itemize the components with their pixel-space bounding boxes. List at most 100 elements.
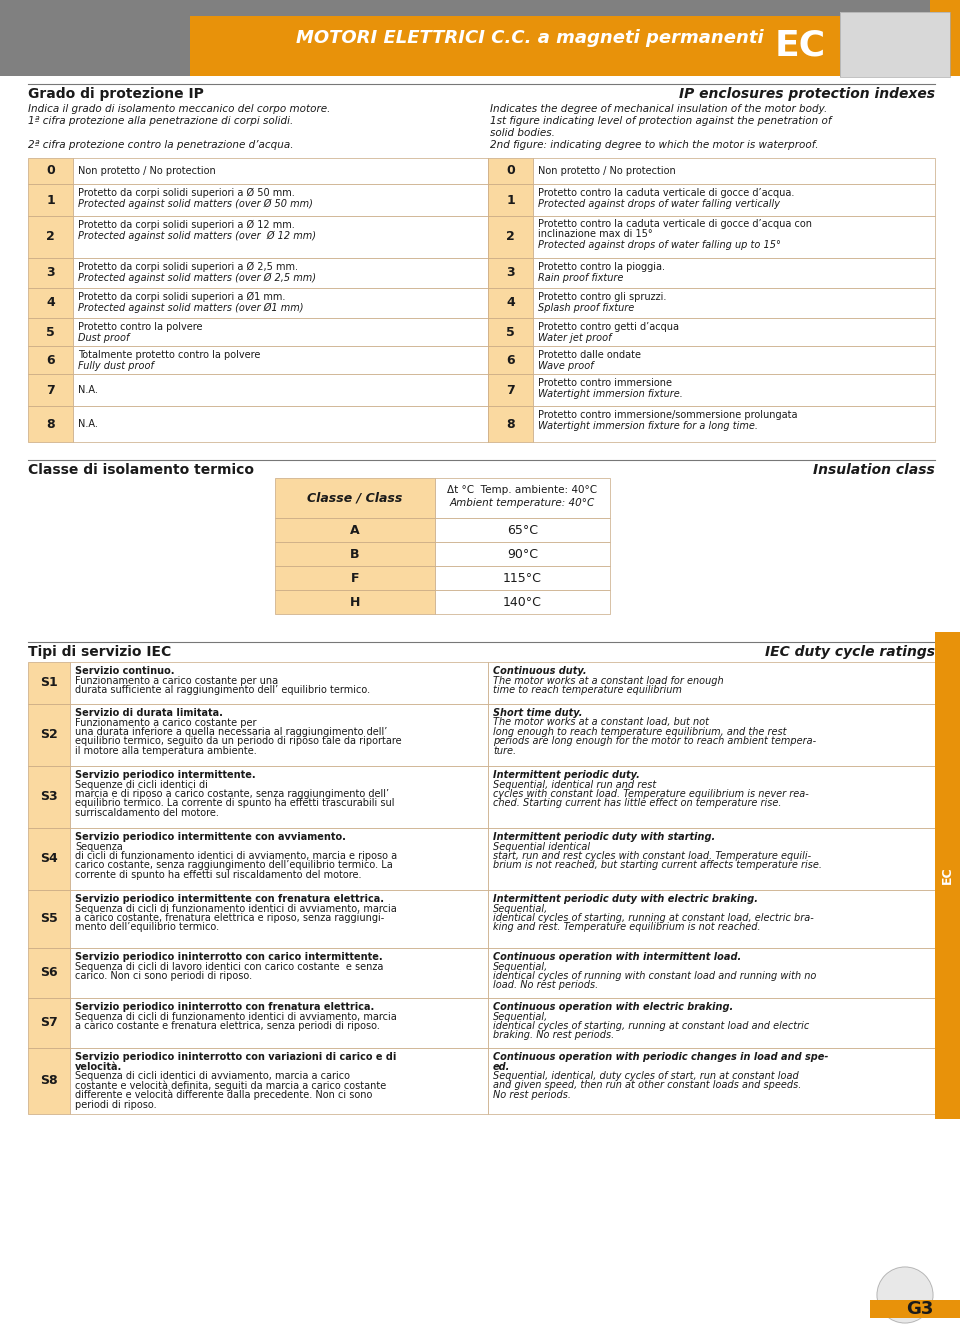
Bar bbox=[488, 662, 935, 704]
Text: Watertight immersion fixture for a long time.: Watertight immersion fixture for a long … bbox=[538, 421, 758, 431]
Bar bbox=[0, 16, 960, 76]
Text: Protetto contro la caduta verticale di gocce d’acqua con: Protetto contro la caduta verticale di g… bbox=[538, 219, 812, 229]
Text: a carico costante e frenatura elettrica, senza periodi di riposo.: a carico costante e frenatura elettrica,… bbox=[75, 1022, 380, 1031]
Text: Servizio di durata limitata.: Servizio di durata limitata. bbox=[75, 708, 223, 718]
Text: S1: S1 bbox=[40, 677, 58, 689]
Text: 2nd figure: indicating degree to which the motor is waterproof.: 2nd figure: indicating degree to which t… bbox=[490, 140, 819, 150]
Text: 1ª cifra protezione alla penetrazione di corpi solidi.: 1ª cifra protezione alla penetrazione di… bbox=[28, 117, 293, 126]
Text: 1: 1 bbox=[506, 193, 515, 207]
Text: and given speed, then run at other constant loads and speeds.: and given speed, then run at other const… bbox=[493, 1080, 802, 1090]
Bar bbox=[488, 158, 533, 184]
Bar bbox=[73, 405, 488, 443]
Text: 2: 2 bbox=[46, 231, 55, 244]
Bar bbox=[935, 632, 960, 1120]
Text: Sequenza di cicli di funzionamento identici di avviamento, marcia: Sequenza di cicli di funzionamento ident… bbox=[75, 904, 396, 913]
Text: differente e velocità differente dalla precedente. Non ci sono: differente e velocità differente dalla p… bbox=[75, 1090, 372, 1101]
Text: identical cycles of running with constant load and running with no: identical cycles of running with constan… bbox=[493, 971, 816, 980]
Text: Splash proof fixture: Splash proof fixture bbox=[538, 303, 635, 313]
Bar bbox=[70, 1048, 488, 1114]
Text: Sequential, identical, duty cycles of start, run at constant load: Sequential, identical, duty cycles of st… bbox=[493, 1071, 799, 1081]
Text: Sequenza di cicli di lavoro identici con carico costante  e senza: Sequenza di cicli di lavoro identici con… bbox=[75, 962, 383, 971]
Text: 8: 8 bbox=[506, 417, 515, 431]
Bar bbox=[70, 662, 488, 704]
Bar bbox=[435, 566, 610, 590]
Text: identical cycles of starting, running at constant load, electric bra-: identical cycles of starting, running at… bbox=[493, 913, 814, 924]
Text: Short time duty.: Short time duty. bbox=[493, 708, 583, 718]
Bar bbox=[70, 828, 488, 890]
Text: Water jet proof: Water jet proof bbox=[538, 333, 612, 343]
Text: Protected against drops of water falling vertically: Protected against drops of water falling… bbox=[538, 199, 780, 209]
Text: Classe / Class: Classe / Class bbox=[307, 492, 402, 505]
Bar bbox=[435, 518, 610, 542]
Text: Continuous operation with intermittent load.: Continuous operation with intermittent l… bbox=[493, 951, 741, 962]
Text: G3: G3 bbox=[906, 1300, 934, 1318]
Text: Δt °C  Temp. ambiente: 40°C: Δt °C Temp. ambiente: 40°C bbox=[447, 485, 597, 496]
Text: 2ª cifra protezione contro la penetrazione d’acqua.: 2ª cifra protezione contro la penetrazio… bbox=[28, 140, 294, 150]
Text: N.A.: N.A. bbox=[78, 419, 98, 429]
Bar bbox=[28, 184, 73, 216]
Text: 7: 7 bbox=[46, 383, 55, 396]
Text: long enough to reach temperature equilibrium, and the rest: long enough to reach temperature equilib… bbox=[493, 727, 786, 737]
Bar bbox=[70, 947, 488, 998]
Bar bbox=[533, 318, 935, 346]
Bar bbox=[73, 158, 488, 184]
Bar bbox=[533, 258, 935, 288]
Text: Insulation class: Insulation class bbox=[813, 462, 935, 477]
Text: Intermittent periodic duty.: Intermittent periodic duty. bbox=[493, 770, 640, 780]
Text: Indica il grado di isolamento meccanico del corpo motore.: Indica il grado di isolamento meccanico … bbox=[28, 103, 330, 114]
Text: Classe di isolamento termico: Classe di isolamento termico bbox=[28, 462, 254, 477]
Bar bbox=[70, 998, 488, 1048]
Text: Protetto contro gli spruzzi.: Protetto contro gli spruzzi. bbox=[538, 292, 666, 302]
Text: Protected against solid matters (over Ø 50 mm): Protected against solid matters (over Ø … bbox=[78, 199, 313, 209]
Text: Continuous duty.: Continuous duty. bbox=[493, 666, 587, 676]
Text: Protetto contro la polvere: Protetto contro la polvere bbox=[78, 322, 203, 333]
Text: equilibrio termico. La corrente di spunto ha effetti trascurabili sul: equilibrio termico. La corrente di spunt… bbox=[75, 799, 395, 808]
Bar bbox=[533, 346, 935, 374]
Text: Protetto dalle ondate: Protetto dalle ondate bbox=[538, 350, 641, 360]
Text: Protetto contro immersione: Protetto contro immersione bbox=[538, 378, 672, 388]
Text: No rest periods.: No rest periods. bbox=[493, 1090, 571, 1100]
Text: ture.: ture. bbox=[493, 746, 516, 757]
Text: 1st figure indicating level of protection against the penetration of: 1st figure indicating level of protectio… bbox=[490, 117, 831, 126]
Text: 1: 1 bbox=[46, 193, 55, 207]
Text: una durata inferiore a quella necessaria al raggiungimento dell’: una durata inferiore a quella necessaria… bbox=[75, 727, 388, 737]
Text: Protected against solid matters (over Ø1 mm): Protected against solid matters (over Ø1… bbox=[78, 303, 303, 313]
Text: Continuous operation with electric braking.: Continuous operation with electric braki… bbox=[493, 1002, 733, 1012]
Text: Grado di protezione IP: Grado di protezione IP bbox=[28, 87, 204, 101]
Text: N.A.: N.A. bbox=[78, 386, 98, 395]
Text: MOTORI ELETTRICI C.C. a magneti permanenti: MOTORI ELETTRICI C.C. a magneti permanen… bbox=[297, 29, 764, 46]
Text: costante e velocità definita, seguiti da marcia a carico costante: costante e velocità definita, seguiti da… bbox=[75, 1080, 386, 1090]
Text: S2: S2 bbox=[40, 729, 58, 742]
Text: 8: 8 bbox=[46, 417, 55, 431]
Bar bbox=[73, 216, 488, 258]
Text: 6: 6 bbox=[46, 354, 55, 367]
Text: Protetto contro immersione/sommersione prolungata: Protetto contro immersione/sommersione p… bbox=[538, 409, 798, 420]
Text: ched. Starting current has little effect on temperature rise.: ched. Starting current has little effect… bbox=[493, 799, 781, 808]
Text: 4: 4 bbox=[46, 297, 55, 310]
Text: Protetto contro getti d’acqua: Protetto contro getti d’acqua bbox=[538, 322, 679, 333]
Bar bbox=[275, 590, 435, 613]
Text: 90°C: 90°C bbox=[507, 547, 538, 560]
Text: equilibrio termico, seguito da un periodo di riposo tale da riportare: equilibrio termico, seguito da un period… bbox=[75, 737, 401, 746]
Bar bbox=[488, 258, 533, 288]
Bar bbox=[435, 590, 610, 613]
Bar bbox=[488, 890, 935, 947]
Bar bbox=[73, 258, 488, 288]
Bar bbox=[533, 184, 935, 216]
Text: 3: 3 bbox=[506, 266, 515, 280]
Text: time to reach temperature equilibrium: time to reach temperature equilibrium bbox=[493, 685, 682, 696]
Bar bbox=[533, 158, 935, 184]
Bar bbox=[488, 828, 935, 890]
Text: surriscaldamento del motore.: surriscaldamento del motore. bbox=[75, 808, 219, 818]
Text: B: B bbox=[350, 547, 360, 560]
Bar bbox=[840, 12, 950, 77]
Text: IEC duty cycle ratings: IEC duty cycle ratings bbox=[765, 645, 935, 659]
Text: Protected against drops of water falling up to 15°: Protected against drops of water falling… bbox=[538, 240, 780, 250]
Bar bbox=[73, 184, 488, 216]
Bar bbox=[488, 998, 935, 1048]
Bar bbox=[488, 216, 533, 258]
Text: di cicli di funzionamento identici di avviamento, marcia e riposo a: di cicli di funzionamento identici di av… bbox=[75, 851, 397, 861]
Bar bbox=[28, 704, 70, 766]
Bar bbox=[73, 374, 488, 405]
Bar bbox=[28, 374, 73, 405]
